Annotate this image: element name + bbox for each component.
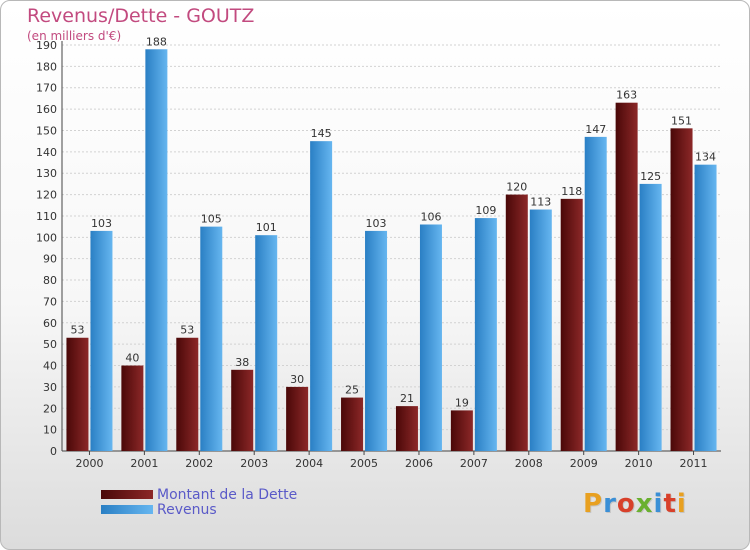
bar-revenue	[90, 230, 113, 451]
y-tick-label: 50	[43, 338, 57, 351]
bar-debt	[176, 337, 199, 451]
data-label-revenue: 101	[256, 221, 277, 234]
y-tick-label: 20	[43, 402, 57, 415]
legend-swatch-dette	[101, 490, 153, 499]
data-label-revenue: 105	[201, 213, 222, 226]
proxiti-logo: Proxiti	[583, 489, 687, 519]
y-tick-label: 70	[43, 295, 57, 308]
bar-revenue	[310, 141, 333, 451]
y-tick-label: 80	[43, 274, 57, 287]
data-label-debt: 21	[400, 392, 414, 405]
bar-revenue	[255, 235, 278, 451]
legend-item-dette: Montant de la Dette	[101, 486, 298, 503]
legend-label-revenus: Revenus	[157, 501, 217, 518]
logo-letter: x	[635, 489, 654, 519]
data-label-revenue: 106	[420, 210, 441, 223]
data-label-revenue: 145	[311, 127, 332, 140]
legend-swatch-revenus	[101, 505, 153, 514]
bar-debt	[450, 410, 473, 451]
y-tick-label: 150	[36, 124, 57, 137]
data-label-revenue: 103	[366, 217, 387, 230]
data-label-debt: 163	[616, 89, 637, 102]
data-label-debt: 25	[345, 384, 359, 397]
logo-letter: i	[653, 489, 664, 519]
bar-revenue	[365, 230, 388, 451]
y-tick-label: 110	[36, 210, 57, 223]
bar-revenue	[419, 224, 442, 451]
bar-debt	[670, 128, 693, 451]
bar-debt	[341, 397, 364, 451]
x-tick-label: 2002	[185, 457, 213, 470]
y-tick-label: 120	[36, 189, 57, 202]
data-label-debt: 40	[125, 352, 139, 365]
data-label-debt: 53	[70, 324, 84, 337]
bar-revenue	[145, 49, 168, 452]
legend-item-revenus: Revenus	[101, 501, 297, 518]
data-label-debt: 19	[455, 396, 469, 409]
y-tick-label: 140	[36, 146, 57, 159]
logo-letter: r	[603, 489, 617, 519]
bar-debt	[560, 198, 583, 451]
y-tick-label: 130	[36, 167, 57, 180]
legend-label-dette: Montant de la Dette	[157, 486, 298, 503]
logo-letter: o	[616, 489, 636, 519]
data-label-debt: 151	[671, 114, 692, 127]
x-tick-label: 2000	[75, 457, 103, 470]
data-label-revenue: 125	[640, 170, 661, 183]
data-label-revenue: 134	[695, 151, 716, 164]
bar-debt	[286, 386, 309, 451]
y-tick-label: 100	[36, 231, 57, 244]
y-tick-label: 180	[36, 60, 57, 73]
bar-revenue	[584, 136, 607, 451]
bar-debt	[395, 406, 418, 451]
y-tick-label: 30	[43, 381, 57, 394]
bar-debt	[121, 365, 144, 451]
data-label-revenue: 147	[585, 123, 606, 136]
x-tick-label: 2005	[350, 457, 378, 470]
y-tick-label: 170	[36, 82, 57, 95]
y-tick-label: 190	[36, 39, 57, 52]
chart-title: Revenus/Dette - GOUTZ	[27, 5, 255, 27]
bar-revenue	[639, 183, 662, 452]
bar-revenue	[529, 209, 552, 451]
bar-revenue	[200, 226, 223, 451]
y-tick-label: 0	[50, 445, 57, 458]
data-label-debt: 30	[290, 373, 304, 386]
logo-letter: P	[583, 489, 604, 519]
logo-letter: i	[676, 489, 687, 519]
x-tick-label: 2010	[625, 457, 653, 470]
x-tick-label: 2009	[570, 457, 598, 470]
bar-debt	[231, 369, 254, 451]
data-label-revenue: 113	[530, 196, 551, 209]
data-label-revenue: 103	[91, 217, 112, 230]
y-tick-label: 160	[36, 103, 57, 116]
x-tick-label: 2007	[460, 457, 488, 470]
x-tick-label: 2008	[515, 457, 543, 470]
data-label-debt: 118	[561, 185, 582, 198]
data-label-debt: 53	[180, 324, 194, 337]
x-tick-label: 2006	[405, 457, 433, 470]
bar-debt	[615, 102, 638, 452]
y-tick-label: 60	[43, 317, 57, 330]
bar-debt	[66, 337, 89, 451]
x-tick-label: 2001	[130, 457, 158, 470]
bar-revenue	[474, 218, 497, 451]
data-label-debt: 38	[235, 356, 249, 369]
y-tick-label: 10	[43, 424, 57, 437]
x-tick-label: 2011	[680, 457, 708, 470]
x-tick-label: 2004	[295, 457, 323, 470]
y-tick-label: 40	[43, 360, 57, 373]
logo-letter: t	[663, 489, 677, 519]
data-label-revenue: 188	[146, 35, 167, 48]
bar-debt	[505, 194, 528, 451]
bar-revenue	[694, 164, 717, 452]
data-label-revenue: 109	[475, 204, 496, 217]
data-label-debt: 120	[506, 181, 527, 194]
y-tick-label: 90	[43, 253, 57, 266]
x-tick-label: 2003	[240, 457, 268, 470]
chart-subtitle: (en milliers d'€)	[27, 29, 122, 43]
chart-legend: Montant de la Dette Revenus	[101, 486, 298, 518]
